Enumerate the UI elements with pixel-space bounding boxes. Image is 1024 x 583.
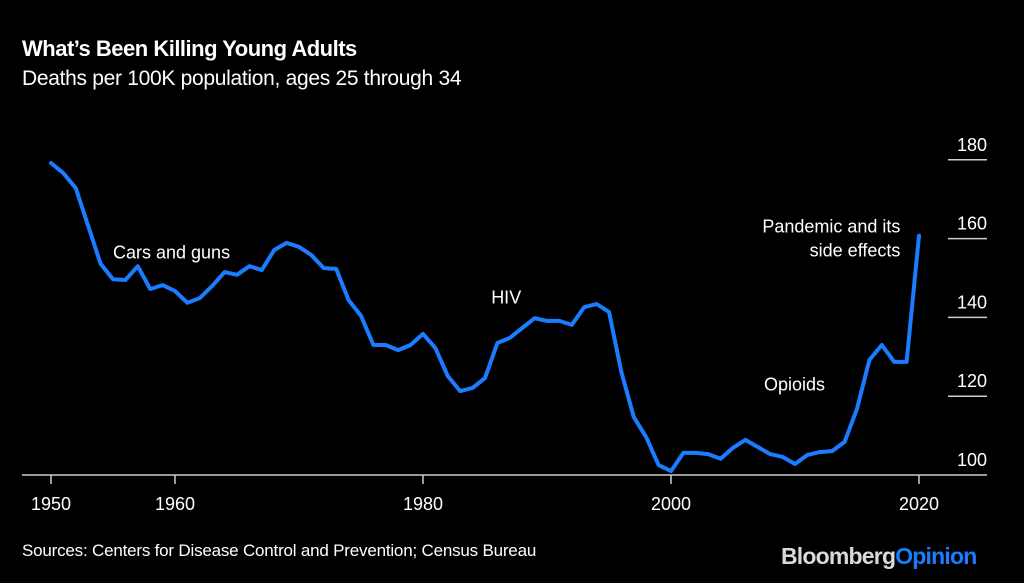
- y-tick-label: 100: [957, 450, 987, 470]
- series-group: [49, 161, 921, 474]
- chart-title: What’s Been Killing Young Adults: [22, 36, 357, 61]
- y-axis: 100 120 140 160 180: [948, 135, 987, 470]
- x-tick-label: 2000: [651, 494, 691, 514]
- annotation-line: Cars and guns: [113, 242, 230, 262]
- y-tick-label: 140: [957, 292, 987, 312]
- annotation-label: Pandemic and its side effects: [762, 217, 900, 261]
- annotation-line: HIV: [491, 288, 521, 308]
- source-note: Sources: Centers for Disease Control and…: [22, 541, 537, 560]
- annotation-label: Opioids: [764, 374, 825, 394]
- x-tick-label: 1980: [403, 494, 443, 514]
- chart-subtitle: Deaths per 100K population, ages 25 thro…: [22, 67, 462, 90]
- annotation-line: side effects: [810, 241, 901, 261]
- y-tick-label: 120: [957, 371, 987, 391]
- annotation-label: HIV: [491, 288, 521, 308]
- annotation-label: Cars and guns: [113, 242, 230, 262]
- annotation-line: Opioids: [764, 374, 825, 394]
- x-tick-label: 2020: [899, 494, 939, 514]
- annotations: Cars and guns HIV Opioids Pandemic and its s…: [113, 217, 900, 395]
- y-tick-label: 160: [957, 214, 987, 234]
- bloomberg-opinion-logo: BloombergOpinion: [781, 543, 977, 570]
- logo-bloomberg: Bloomberg: [781, 543, 896, 569]
- x-axis: 1950 1960 1980 2000 2020: [22, 474, 987, 514]
- x-tick-label: 1950: [31, 494, 71, 514]
- series-line: [49, 161, 921, 474]
- annotation-line: Pandemic and its: [762, 217, 900, 237]
- y-tick-label: 180: [957, 135, 987, 155]
- x-tick-label: 1960: [155, 494, 195, 514]
- logo-opinion: Opinion: [895, 543, 977, 569]
